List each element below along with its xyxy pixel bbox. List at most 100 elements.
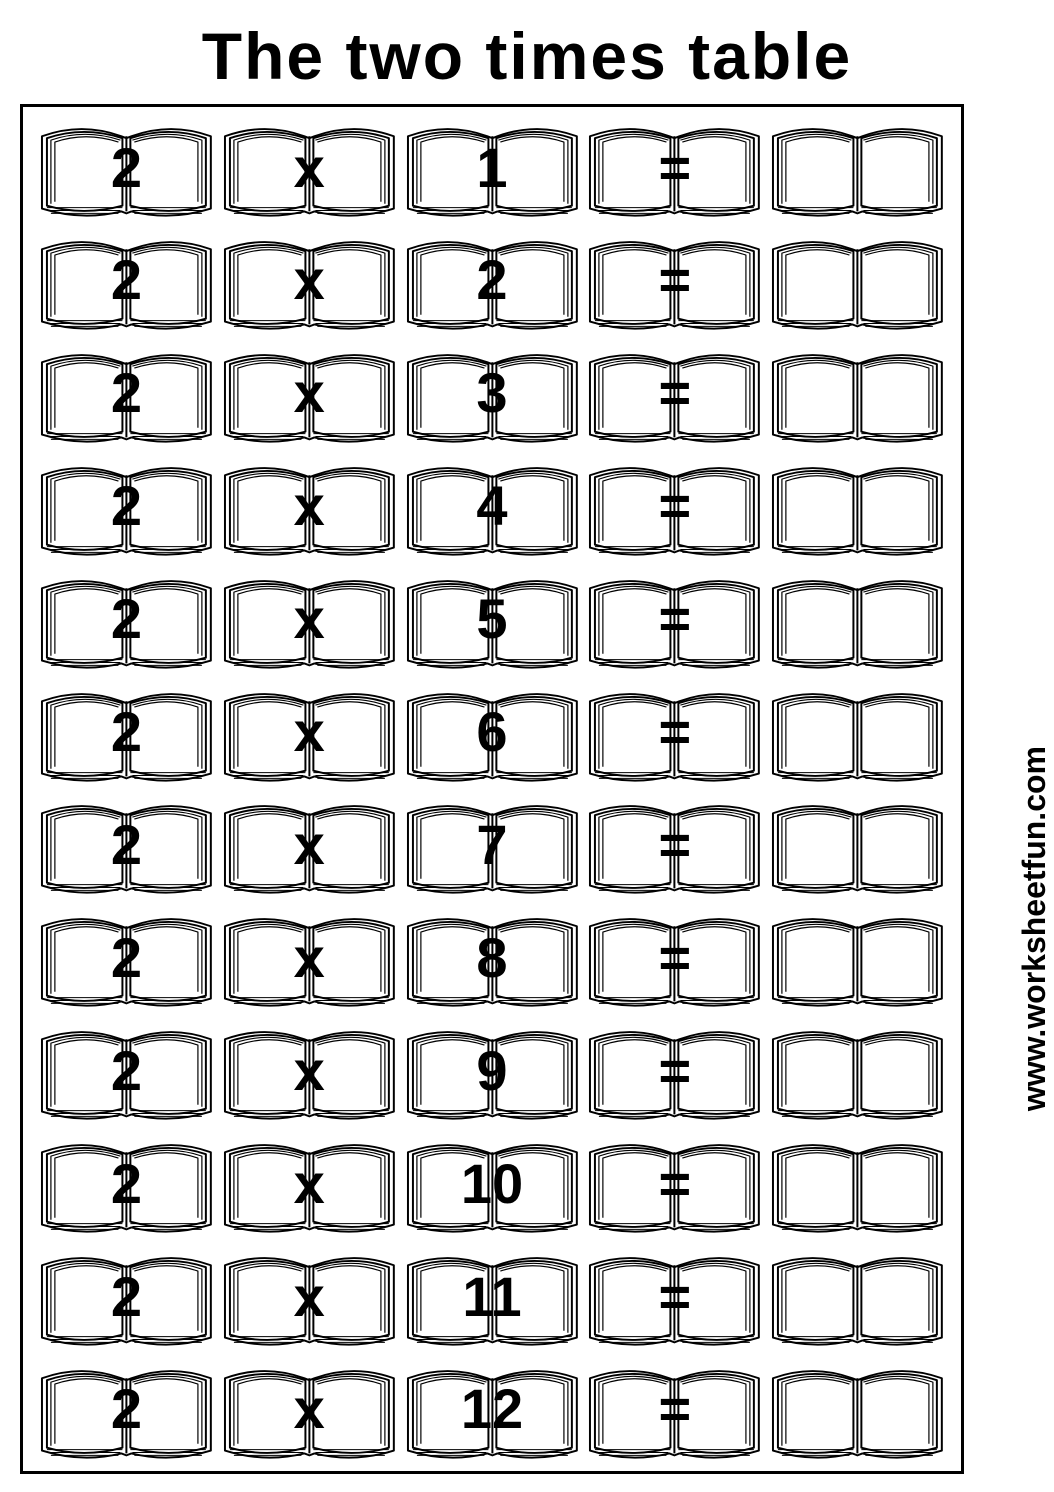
operator-label: x: [220, 794, 399, 900]
multiplicand-label: 2: [37, 1020, 216, 1126]
operator-label: x: [220, 907, 399, 1013]
answer-cell[interactable]: [768, 1020, 947, 1126]
operator-cell: x: [220, 117, 399, 223]
operator-cell: x: [220, 1133, 399, 1239]
multiplier-cell: 5: [403, 569, 582, 675]
multiplicand-cell: 2: [37, 1133, 216, 1239]
multiplicand-label: 2: [37, 117, 216, 223]
equals-cell: =: [585, 682, 764, 788]
equals-cell: =: [585, 456, 764, 562]
operator-cell: x: [220, 1246, 399, 1352]
answer-cell[interactable]: [768, 1133, 947, 1239]
answer-cell[interactable]: [768, 907, 947, 1013]
operator-label: x: [220, 1359, 399, 1465]
multiplicand-cell: 2: [37, 569, 216, 675]
page-title: The two times table: [0, 0, 1054, 104]
equals-label: =: [585, 907, 764, 1013]
answer-cell[interactable]: [768, 456, 947, 562]
equals-label: =: [585, 343, 764, 449]
operator-cell: x: [220, 456, 399, 562]
table-row: 2 x: [37, 1020, 947, 1126]
multiplier-cell: 1: [403, 117, 582, 223]
answer-label: [768, 794, 947, 900]
operator-label: x: [220, 456, 399, 562]
multiplicand-label: 2: [37, 1133, 216, 1239]
multiplier-cell: 10: [403, 1133, 582, 1239]
multiplier-cell: 9: [403, 1020, 582, 1126]
multiplicand-label: 2: [37, 230, 216, 336]
multiplicand-cell: 2: [37, 343, 216, 449]
multiplier-label: 9: [403, 1020, 582, 1126]
operator-label: x: [220, 117, 399, 223]
multiplicand-cell: 2: [37, 794, 216, 900]
table-row: 2 x: [37, 682, 947, 788]
answer-cell[interactable]: [768, 343, 947, 449]
operator-label: x: [220, 1133, 399, 1239]
table-row: 2 x: [37, 907, 947, 1013]
operator-cell: x: [220, 1359, 399, 1465]
answer-cell[interactable]: [768, 794, 947, 900]
multiplicand-cell: 2: [37, 230, 216, 336]
answer-cell[interactable]: [768, 682, 947, 788]
operator-label: x: [220, 1246, 399, 1352]
multiplicand-cell: 2: [37, 456, 216, 562]
answer-label: [768, 1359, 947, 1465]
answer-label: [768, 682, 947, 788]
operator-label: x: [220, 682, 399, 788]
multiplier-label: 5: [403, 569, 582, 675]
answer-cell[interactable]: [768, 1359, 947, 1465]
multiplier-label: 2: [403, 230, 582, 336]
multiplier-label: 3: [403, 343, 582, 449]
multiplicand-cell: 2: [37, 907, 216, 1013]
answer-label: [768, 1133, 947, 1239]
multiplicand-cell: 2: [37, 682, 216, 788]
answer-cell[interactable]: [768, 230, 947, 336]
operator-cell: x: [220, 682, 399, 788]
equals-label: =: [585, 117, 764, 223]
answer-label: [768, 230, 947, 336]
equals-label: =: [585, 1020, 764, 1126]
table-row: 2 x: [37, 1246, 947, 1352]
multiplicand-cell: 2: [37, 1246, 216, 1352]
operator-label: x: [220, 343, 399, 449]
equals-label: =: [585, 456, 764, 562]
multiplicand-label: 2: [37, 1246, 216, 1352]
equals-cell: =: [585, 1020, 764, 1126]
operator-cell: x: [220, 569, 399, 675]
equals-cell: =: [585, 907, 764, 1013]
equals-label: =: [585, 230, 764, 336]
equals-label: =: [585, 1133, 764, 1239]
multiplier-cell: 7: [403, 794, 582, 900]
multiplicand-label: 2: [37, 456, 216, 562]
multiplier-cell: 11: [403, 1246, 582, 1352]
multiplicand-label: 2: [37, 907, 216, 1013]
equals-cell: =: [585, 1133, 764, 1239]
worksheet-frame: 2 x: [20, 104, 964, 1474]
answer-cell[interactable]: [768, 569, 947, 675]
attribution-url: www.worksheetfun.com: [1016, 746, 1053, 1111]
multiplier-cell: 6: [403, 682, 582, 788]
operator-label: x: [220, 230, 399, 336]
equals-cell: =: [585, 794, 764, 900]
operator-label: x: [220, 1020, 399, 1126]
multiplicand-label: 2: [37, 343, 216, 449]
table-row: 2 x: [37, 343, 947, 449]
answer-label: [768, 343, 947, 449]
table-row: 2 x: [37, 230, 947, 336]
answer-cell[interactable]: [768, 117, 947, 223]
equals-cell: =: [585, 117, 764, 223]
table-row: 2 x: [37, 1133, 947, 1239]
multiplicand-label: 2: [37, 794, 216, 900]
answer-label: [768, 1020, 947, 1126]
equals-label: =: [585, 682, 764, 788]
answer-label: [768, 569, 947, 675]
operator-cell: x: [220, 794, 399, 900]
multiplier-label: 8: [403, 907, 582, 1013]
answer-cell[interactable]: [768, 1246, 947, 1352]
multiplicand-cell: 2: [37, 117, 216, 223]
multiplier-cell: 12: [403, 1359, 582, 1465]
equals-cell: =: [585, 1246, 764, 1352]
equals-label: =: [585, 569, 764, 675]
operator-label: x: [220, 569, 399, 675]
multiplier-label: 6: [403, 682, 582, 788]
